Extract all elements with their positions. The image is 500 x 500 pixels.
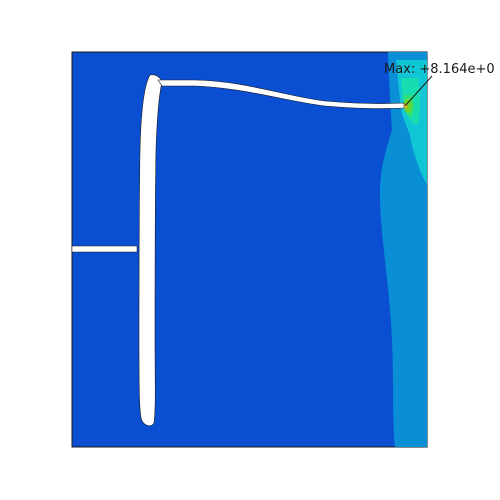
max-leader-line <box>404 75 433 107</box>
left-slot <box>71 245 138 253</box>
horizontal-crack <box>157 79 405 109</box>
max-label: Max: +8.164e+0 <box>384 62 495 77</box>
contour-band-5 <box>404 99 412 113</box>
vertical-crack <box>138 74 163 427</box>
